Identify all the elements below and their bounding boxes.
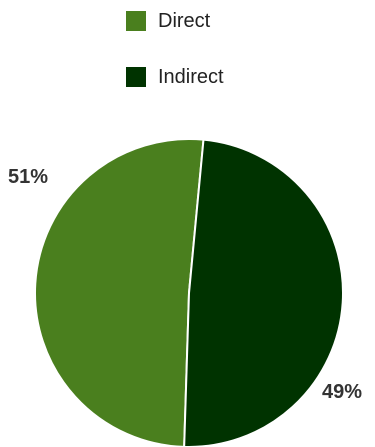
slice-label-indirect: 49% xyxy=(322,381,362,403)
pie-slice-indirect[interactable] xyxy=(183,138,345,447)
chart-legend: Direct Indirect xyxy=(126,8,224,120)
legend-swatch-direct xyxy=(126,11,146,31)
legend-label-indirect: Indirect xyxy=(158,66,224,88)
slice-label-direct: 51% xyxy=(8,166,48,188)
legend-item-indirect[interactable]: Indirect xyxy=(126,64,224,90)
legend-label-direct: Direct xyxy=(158,10,211,32)
legend-swatch-indirect xyxy=(126,67,146,87)
legend-item-direct[interactable]: Direct xyxy=(126,8,224,34)
pie-slice-direct[interactable] xyxy=(34,138,205,447)
